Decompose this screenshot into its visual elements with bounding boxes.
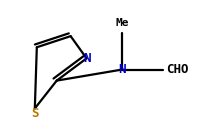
Text: N: N	[119, 63, 126, 76]
Text: S: S	[31, 107, 39, 121]
Text: Me: Me	[116, 18, 129, 28]
Text: CHO: CHO	[166, 63, 189, 76]
Text: N: N	[83, 52, 90, 65]
